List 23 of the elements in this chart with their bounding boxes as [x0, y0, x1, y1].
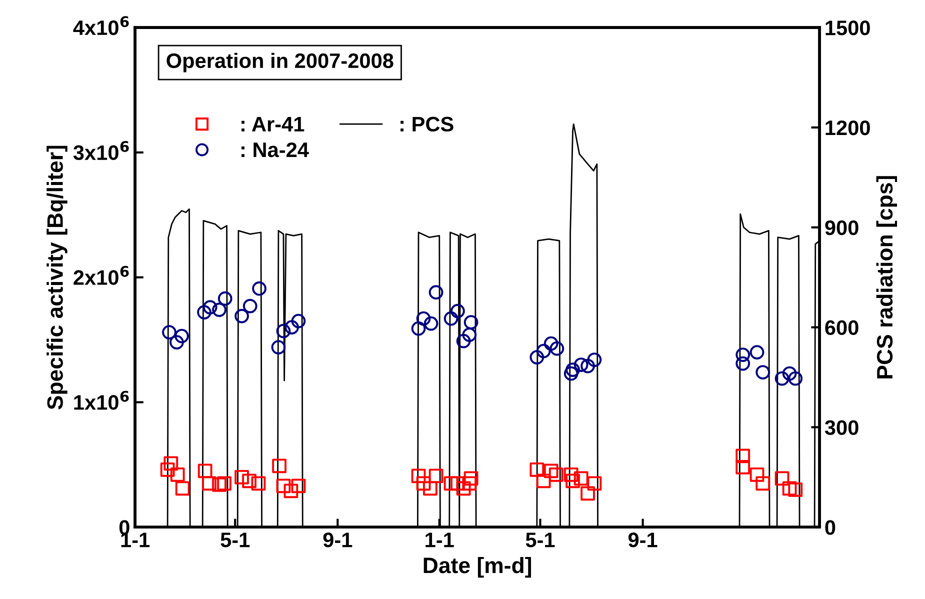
x-tick-label: 9-1 [323, 532, 352, 548]
y2-axis-title: PCS radiation [cps] [876, 176, 898, 378]
y-tick-label: 4x10$^{6}$ [73, 16, 129, 36]
x-tick-label: 5-1 [526, 532, 555, 548]
legend-label: : Ar-41 [242, 117, 304, 132]
y2-tick-label: 900 [825, 220, 858, 236]
legend-label: : Na-24 [242, 142, 309, 158]
x-tick-label: 5-1 [220, 532, 250, 548]
y-axis-title: Specific activity [Bq/liter] [46, 146, 68, 410]
text: Operation in 2007-2008 [166, 52, 394, 72]
x-tick-label: 1-1 [121, 532, 150, 548]
y2-tick-label: 0 [825, 520, 836, 535]
legend-label: : PCS [400, 116, 454, 132]
x-tick-label: 1-1 [426, 532, 454, 548]
x-axis-title: Date [m-d] [424, 556, 531, 578]
x-tick-label: 9-1 [628, 532, 658, 548]
y2-tick-label: 1500 [826, 20, 870, 36]
y-tick-label: 1x10$^{6}$ [74, 390, 129, 410]
y2-tick-label: 600 [825, 320, 858, 336]
y2-tick-label: 1200 [826, 120, 870, 136]
y-tick-label: 2x10$^{6}$ [74, 266, 129, 285]
y2-tick-label: 300 [824, 420, 858, 435]
y-tick-label: 3x10$^{6}$ [73, 141, 129, 160]
